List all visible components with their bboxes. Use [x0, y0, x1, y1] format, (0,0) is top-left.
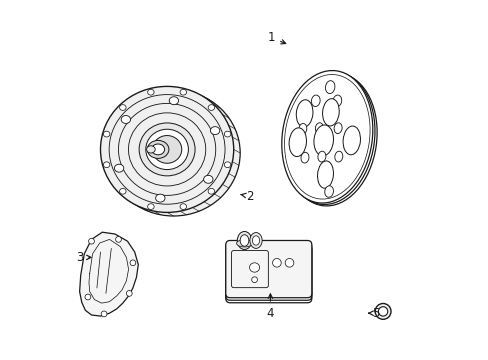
Ellipse shape: [173, 99, 183, 107]
Ellipse shape: [152, 135, 182, 163]
Ellipse shape: [311, 95, 320, 107]
Ellipse shape: [120, 188, 126, 194]
Ellipse shape: [249, 263, 259, 272]
Ellipse shape: [296, 100, 312, 127]
Ellipse shape: [252, 236, 259, 245]
Ellipse shape: [208, 105, 214, 111]
Ellipse shape: [125, 118, 135, 126]
Ellipse shape: [147, 89, 154, 95]
Ellipse shape: [130, 260, 136, 266]
Ellipse shape: [313, 125, 333, 156]
Ellipse shape: [333, 123, 342, 134]
Text: 4: 4: [266, 294, 274, 320]
Ellipse shape: [145, 129, 188, 170]
Ellipse shape: [343, 126, 360, 155]
Ellipse shape: [180, 204, 186, 210]
Ellipse shape: [272, 258, 281, 267]
Ellipse shape: [151, 144, 164, 155]
Ellipse shape: [103, 131, 110, 137]
Ellipse shape: [208, 188, 214, 194]
Ellipse shape: [332, 95, 341, 107]
Ellipse shape: [147, 140, 168, 158]
Ellipse shape: [155, 194, 164, 202]
Ellipse shape: [224, 131, 230, 137]
FancyBboxPatch shape: [225, 240, 311, 298]
Ellipse shape: [324, 186, 333, 197]
Ellipse shape: [317, 161, 333, 188]
Ellipse shape: [101, 86, 233, 212]
Text: 3: 3: [76, 251, 91, 264]
Ellipse shape: [240, 235, 248, 246]
Ellipse shape: [251, 277, 257, 283]
Ellipse shape: [85, 294, 91, 300]
Ellipse shape: [107, 90, 240, 216]
Text: 5: 5: [368, 307, 379, 320]
Ellipse shape: [180, 89, 186, 95]
Ellipse shape: [237, 231, 251, 249]
Ellipse shape: [120, 105, 126, 111]
Ellipse shape: [101, 311, 107, 317]
Ellipse shape: [147, 204, 154, 210]
Ellipse shape: [317, 151, 325, 162]
Ellipse shape: [334, 151, 342, 162]
Ellipse shape: [281, 71, 372, 203]
Polygon shape: [80, 232, 138, 316]
Text: 2: 2: [240, 190, 253, 203]
Ellipse shape: [215, 129, 224, 137]
Ellipse shape: [146, 146, 155, 153]
Ellipse shape: [121, 116, 130, 123]
Ellipse shape: [203, 175, 213, 183]
Ellipse shape: [224, 162, 230, 168]
Ellipse shape: [139, 123, 195, 176]
Ellipse shape: [210, 127, 219, 135]
Ellipse shape: [378, 307, 387, 316]
Ellipse shape: [115, 237, 121, 242]
Ellipse shape: [374, 303, 390, 319]
Text: 1: 1: [267, 31, 285, 44]
Ellipse shape: [88, 238, 94, 244]
Ellipse shape: [322, 99, 339, 126]
Ellipse shape: [301, 152, 308, 163]
Ellipse shape: [119, 167, 128, 175]
Ellipse shape: [126, 291, 132, 296]
Ellipse shape: [315, 123, 323, 134]
Ellipse shape: [169, 97, 178, 105]
Ellipse shape: [298, 123, 306, 134]
Ellipse shape: [160, 197, 169, 204]
Ellipse shape: [285, 258, 293, 267]
Ellipse shape: [236, 240, 252, 247]
Ellipse shape: [249, 233, 262, 248]
Ellipse shape: [103, 162, 110, 168]
Ellipse shape: [288, 128, 306, 157]
Ellipse shape: [114, 164, 123, 172]
Ellipse shape: [325, 81, 334, 94]
Ellipse shape: [208, 178, 217, 186]
